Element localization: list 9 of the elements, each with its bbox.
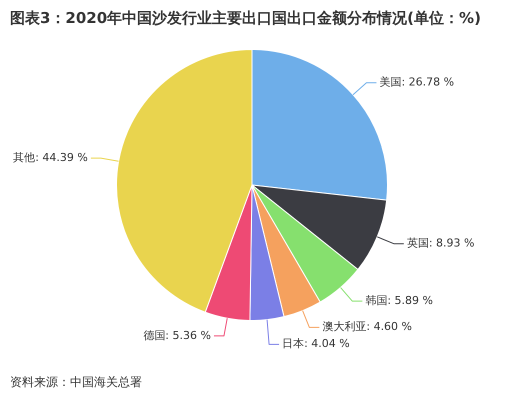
slice-label: 德国: 5.36 % [143,328,211,342]
slice-label: 其他: 44.39 % [13,150,88,164]
slice-label: 韩国: 5.89 % [365,294,434,308]
text: 资料来源：中国海关总署 [9,374,143,390]
slice-label: 澳大利亚: 4.60 % [322,320,412,334]
slice-label: 日本: 4.04 % [282,337,350,350]
slice-label: 英国: 8.93 % [406,236,474,250]
chart-title: 图表3：2020年中国沙发行业主要出口国出口金额分布情况(单位：%) [9,8,482,29]
slice-label: 美国: 26.78 % [379,76,454,89]
